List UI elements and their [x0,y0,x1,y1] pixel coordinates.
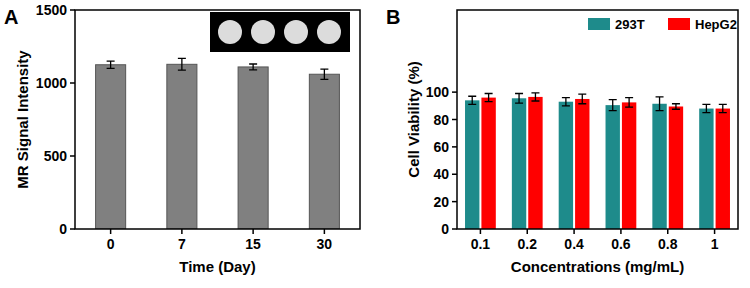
legend-label: 293T [615,17,645,32]
error-bar [107,61,115,68]
x-tick-label: 0.6 [611,236,631,252]
x-tick-label: 0.4 [564,236,584,252]
inset-image [210,12,350,52]
y-tick-label: 40 [433,166,449,182]
y-tick-label: 500 [44,148,68,164]
legend-swatch [588,18,610,30]
error-bar [178,58,186,70]
frame [75,10,360,229]
x-tick-label: 1 [711,236,719,252]
legend-label: HepG2 [695,17,737,32]
error-bar [562,98,570,106]
y-tick-label: 100 [426,84,450,100]
bar [481,98,495,229]
y-tick-label: 1000 [36,75,67,91]
inset-spot [218,20,242,44]
x-tick-label: 0.8 [658,236,678,252]
error-bar [719,104,727,112]
error-bar [515,93,523,103]
bar [309,74,339,229]
figure: A050010001500071530Time (Day)MR Signal I… [0,0,750,288]
y-tick-label: 1500 [36,2,67,18]
error-bar [320,69,328,79]
y-tick-label: 0 [441,221,449,237]
error-bar [702,104,710,112]
x-tick-label: 7 [178,236,186,252]
marks [465,93,730,229]
bar [699,109,713,229]
bar [512,98,526,229]
y-tick-label: 80 [433,112,449,128]
bar [669,106,683,229]
panel-label: B [386,6,400,28]
bar [575,99,589,229]
error-bar [656,97,664,111]
bar [96,65,126,229]
y-tick-label: 20 [433,194,449,210]
error-bar [609,100,617,111]
x-tick-label: 0 [107,236,115,252]
error-bar [578,94,586,104]
bar [238,67,268,229]
frame [457,10,738,229]
bar [528,97,542,229]
error-bar [468,96,476,104]
x-axis-label: Concentrations (mg/mL) [511,258,684,275]
panel: A 0 500 1000 1500 0 7 15 30 Time (Day) MR Signal I… [4,2,360,275]
marks [96,58,340,229]
bar [559,102,573,229]
error-bar [625,98,633,108]
x-axis-label: Time (Day) [179,258,255,275]
inset-spot [317,20,341,44]
error-bar [672,104,680,109]
panel: B 0 20 40 60 80 100 0.1 0.2 0.4 0.6 0.8 1 Concentrati… [386,6,738,275]
bar [652,104,666,229]
x-tick-label: 15 [245,236,261,252]
y-axis-label: Cell Viability (%) [405,61,422,177]
x-tick-label: 0.1 [471,236,491,252]
legend-swatch [668,18,690,30]
error-bar [249,64,257,70]
x-tick-label: 30 [317,236,333,252]
bar [465,100,479,229]
error-bar [485,93,493,101]
bar [167,64,197,229]
x-tick-label: 0.2 [518,236,538,252]
inset-spot [251,20,275,44]
inset-spot [284,20,308,44]
y-tick-label: 0 [59,221,67,237]
bar [606,105,620,229]
bar [622,102,636,229]
bar [716,109,730,229]
panel-label: A [4,6,18,28]
error-bar [531,93,539,101]
y-tick-label: 60 [433,139,449,155]
y-axis-label: MR Signal Intensity [14,50,31,189]
